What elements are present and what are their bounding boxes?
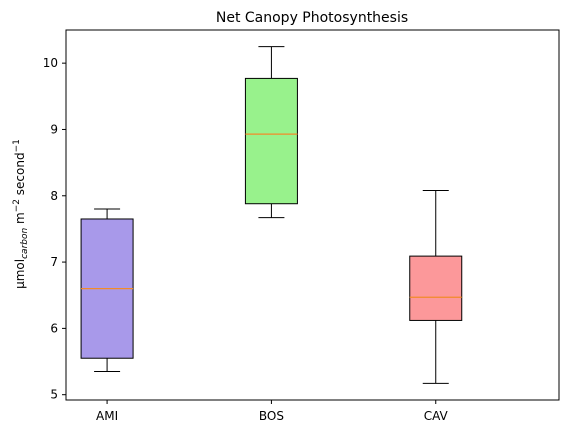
box-bos — [244, 77, 298, 205]
plot-frame — [65, 29, 560, 401]
x-tick-label: AMI — [96, 409, 118, 423]
plot-area: 5 6 7 8 9 10 AMI BOS CAV — [43, 46, 463, 423]
chart-title: Net Canopy Photosynthesis — [216, 10, 408, 26]
x-tick-label: CAV — [424, 409, 449, 423]
y-tick-label: 9 — [50, 122, 58, 136]
y-tick-label: 6 — [50, 321, 58, 335]
y-tick-label: 10 — [43, 56, 58, 70]
y-tick-label: 5 — [50, 388, 58, 402]
y-axis-label: μmolcarbon m−2 second−1 — [12, 139, 30, 289]
x-tick-label: BOS — [259, 409, 284, 423]
y-tick-label: 7 — [50, 255, 58, 269]
box-cav — [409, 255, 463, 321]
y-tick-label: 8 — [50, 189, 58, 203]
